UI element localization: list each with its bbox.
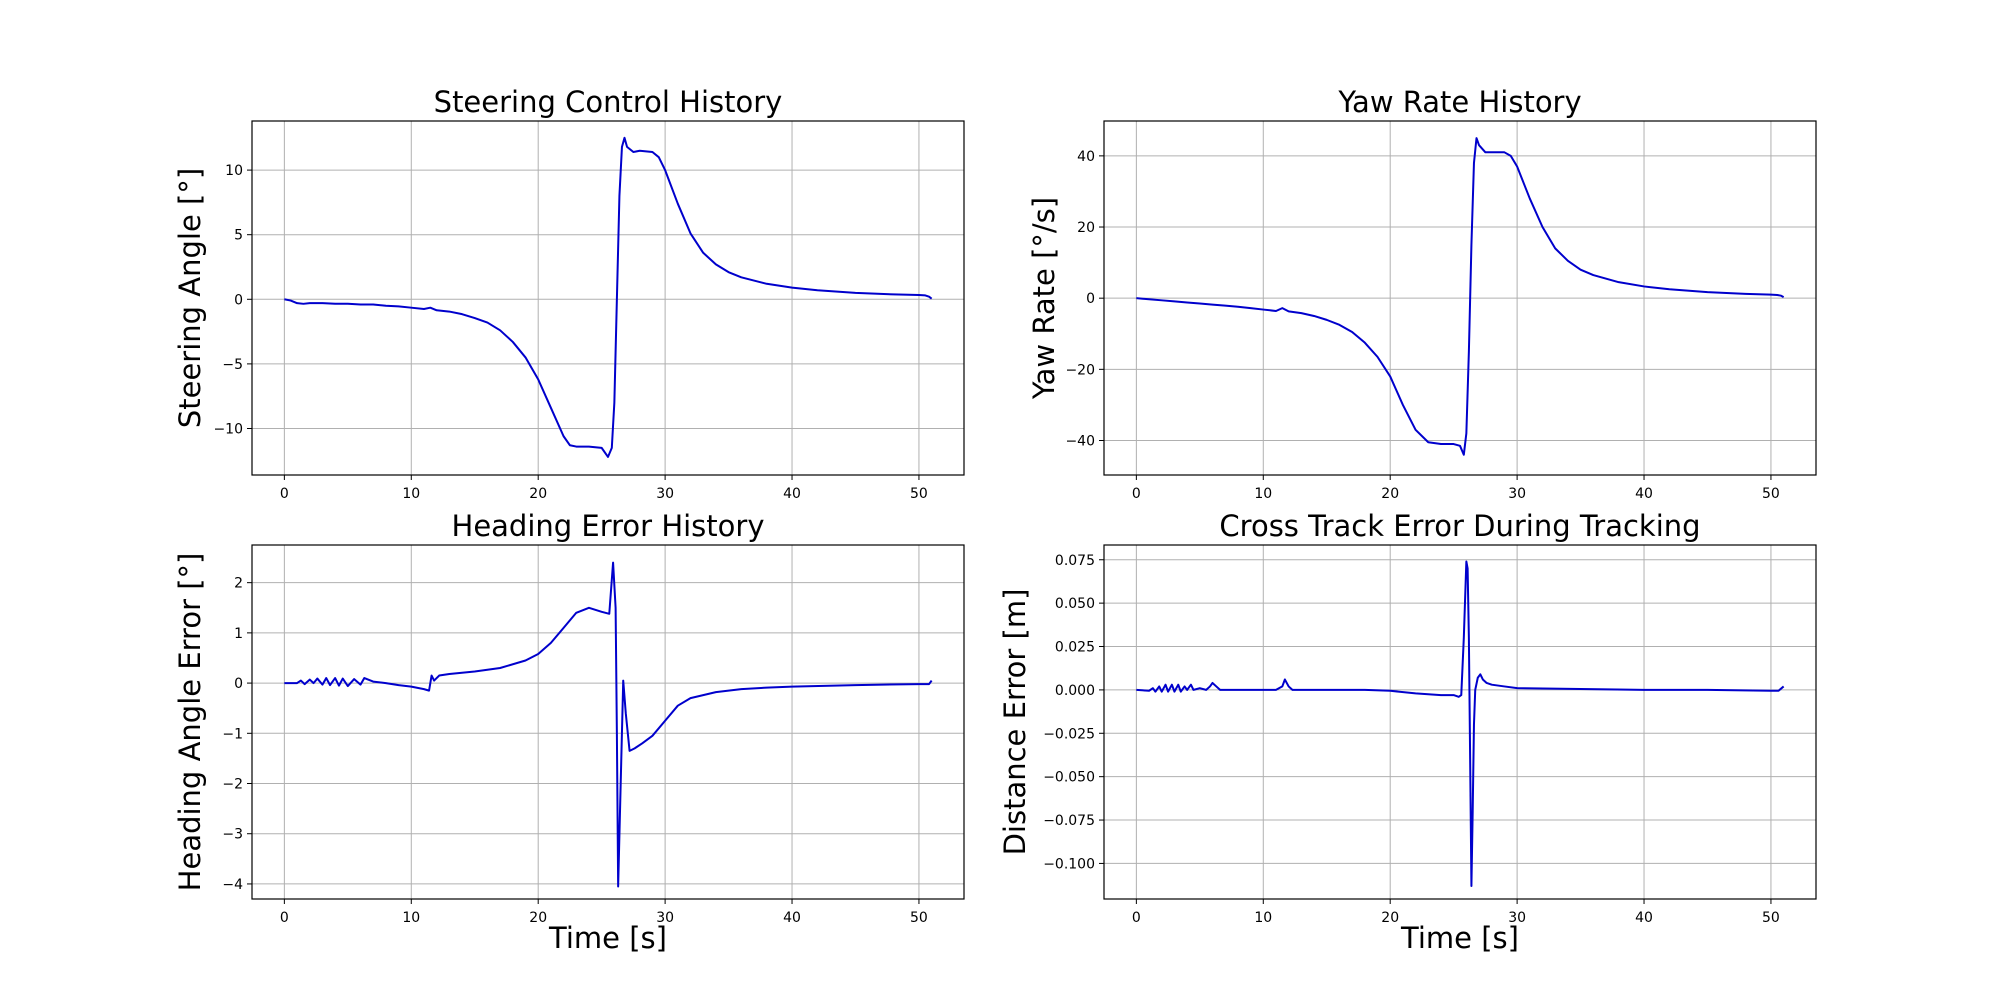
x-tick-label: 40	[1635, 486, 1653, 502]
x-tick-label: 30	[656, 910, 674, 926]
y-tick-label: −0.075	[1043, 813, 1095, 829]
y-tick-label: −0.025	[1043, 726, 1095, 742]
series-line	[284, 136, 933, 458]
y-tick-label: 1	[234, 626, 243, 642]
y-tick-label: −3	[222, 827, 243, 843]
y-tick-label: −0.050	[1043, 770, 1095, 786]
y-axis-label: Yaw Rate [°/s]	[1027, 197, 1061, 400]
x-tick-label: 50	[1762, 486, 1780, 502]
y-tick-label: 40	[1077, 149, 1095, 165]
x-tick-label: 40	[783, 486, 801, 502]
x-tick-label: 0	[280, 910, 289, 926]
y-axis-label: Heading Angle Error [°]	[173, 553, 207, 892]
x-tick-label: 30	[1508, 486, 1526, 502]
y-tick-label: 0.025	[1055, 640, 1095, 656]
x-axis-label: Time [s]	[1400, 921, 1519, 955]
yaw-rate-panel: Yaw Rate History Yaw Rate [°/s] 0 10 20 30 4…	[1027, 85, 1817, 502]
x-tick-label: 20	[1381, 910, 1399, 926]
x-tick-label: 40	[1635, 910, 1653, 926]
y-axis-label: Steering Angle [°]	[173, 168, 207, 428]
x-tick-label: 50	[910, 910, 928, 926]
x-tick-label: 10	[402, 486, 420, 502]
y-tick-label: −20	[1065, 362, 1095, 378]
grid	[1104, 121, 1816, 475]
y-tick-label: −40	[1065, 433, 1095, 449]
chart-title: Cross Track Error During Tracking	[1219, 509, 1700, 543]
x-tick-label: 10	[402, 910, 420, 926]
y-tick-label: 20	[1077, 220, 1095, 236]
series-line	[284, 561, 933, 888]
y-tick-label: 0	[234, 292, 243, 308]
axes-frame	[1103, 544, 1817, 900]
axes-frame	[251, 544, 965, 900]
y-tick-label: −2	[222, 777, 243, 793]
y-tick-label: 10	[225, 163, 243, 179]
series-line	[1136, 137, 1785, 456]
x-tick-label: 10	[1254, 486, 1272, 502]
cross-track-error-panel: Cross Track Error During Tracking Distan…	[998, 509, 1817, 955]
y-tick-label: 0	[234, 676, 243, 692]
grid	[252, 545, 964, 899]
x-tick-label: 0	[1132, 910, 1141, 926]
x-axis-label: Time [s]	[548, 921, 667, 955]
y-tick-label: −0.100	[1043, 856, 1095, 872]
x-tick-label: 20	[529, 486, 547, 502]
x-tick-label: 30	[656, 486, 674, 502]
y-tick-label: 0.075	[1055, 553, 1095, 569]
y-tick-label: −5	[222, 357, 243, 373]
chart-title: Yaw Rate History	[1337, 85, 1581, 119]
chart-title: Steering Control History	[434, 85, 783, 119]
steering-control-panel: Steering Control History Steering Angle …	[173, 85, 965, 502]
series-line	[1136, 560, 1785, 887]
x-tick-label: 30	[1508, 910, 1526, 926]
y-tick-label: −10	[213, 421, 243, 437]
y-axis-label: Distance Error [m]	[998, 589, 1032, 856]
grid	[252, 121, 964, 475]
y-tick-label: −1	[222, 726, 243, 742]
y-tick-label: −4	[222, 877, 243, 893]
axes-frame	[251, 120, 965, 476]
x-tick-label: 0	[280, 486, 289, 502]
y-tick-label: 0.000	[1055, 683, 1095, 699]
x-tick-label: 10	[1254, 910, 1272, 926]
chart-title: Heading Error History	[452, 509, 765, 543]
x-tick-label: 40	[783, 910, 801, 926]
y-tick-label: 0.050	[1055, 596, 1095, 612]
grid	[1104, 545, 1816, 899]
heading-error-panel: Heading Error History Heading Angle Erro…	[173, 509, 965, 955]
x-tick-label: 20	[1381, 486, 1399, 502]
y-tick-label: 0	[1086, 291, 1095, 307]
y-tick-label: 5	[234, 228, 243, 244]
y-tick-label: 2	[234, 576, 243, 592]
x-tick-label: 50	[910, 486, 928, 502]
x-tick-label: 20	[529, 910, 547, 926]
x-tick-label: 0	[1132, 486, 1141, 502]
x-tick-label: 50	[1762, 910, 1780, 926]
